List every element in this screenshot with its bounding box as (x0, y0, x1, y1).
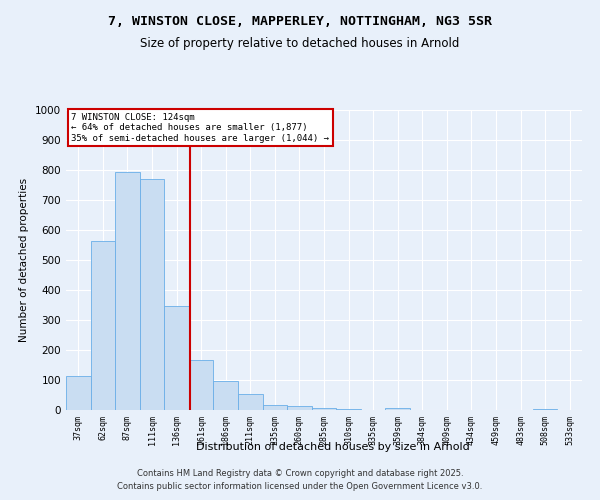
Bar (263, 405, 287, 410)
Bar (91, 241, 115, 410)
Bar (115, 172, 140, 410)
Text: Contains public sector information licensed under the Open Government Licence v3: Contains public sector information licen… (118, 482, 482, 491)
Bar (164, 306, 189, 410)
Bar (312, 408, 336, 410)
Bar (214, 380, 238, 410)
Text: 7 WINSTON CLOSE: 124sqm
← 64% of detached houses are smaller (1,877)
35% of semi: 7 WINSTON CLOSE: 124sqm ← 64% of detache… (71, 113, 329, 143)
Text: Contains HM Land Registry data © Crown copyright and database right 2025.: Contains HM Land Registry data © Crown c… (137, 468, 463, 477)
Bar (385, 408, 410, 410)
Text: 7, WINSTON CLOSE, MAPPERLEY, NOTTINGHAM, NG3 5SR: 7, WINSTON CLOSE, MAPPERLEY, NOTTINGHAM,… (108, 15, 492, 28)
Y-axis label: Number of detached properties: Number of detached properties (19, 178, 29, 342)
Bar (66, 376, 91, 410)
Bar (238, 394, 263, 410)
Bar (140, 179, 164, 410)
Bar (189, 360, 214, 410)
Bar (287, 406, 312, 410)
Text: Size of property relative to detached houses in Arnold: Size of property relative to detached ho… (140, 38, 460, 51)
Text: Distribution of detached houses by size in Arnold: Distribution of detached houses by size … (196, 442, 470, 452)
